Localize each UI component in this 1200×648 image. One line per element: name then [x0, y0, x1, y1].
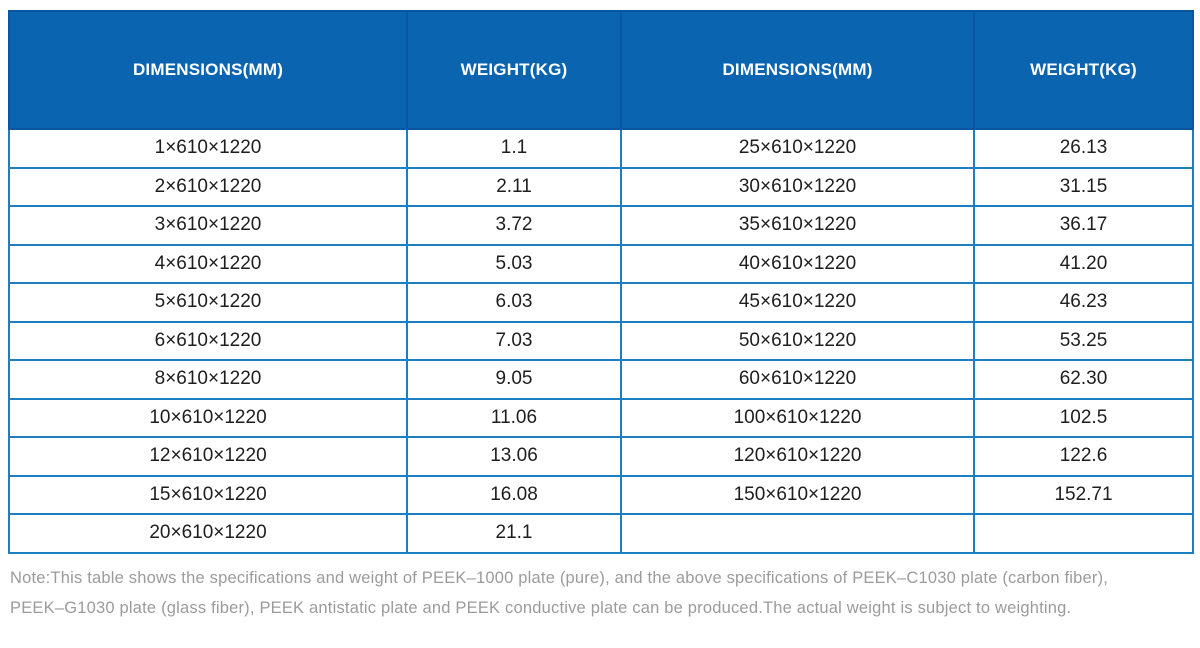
weight-cell: 11.06: [406, 397, 622, 438]
weight-cell: 31.15: [973, 166, 1194, 207]
table-row: 2×610×1220 2.11 30×610×1220 31.15: [8, 166, 1194, 207]
table-row: 20×610×1220 21.1: [8, 513, 1194, 554]
weight-cell: 13.06: [406, 436, 622, 477]
dimensions-cell: 45×610×1220: [620, 282, 975, 323]
weight-cell: 53.25: [973, 320, 1194, 361]
weight-cell: 102.5: [973, 397, 1194, 438]
column-header-weight-right: WEIGHT(KG): [973, 10, 1194, 130]
dimensions-cell: 50×610×1220: [620, 320, 975, 361]
weight-cell: 152.71: [973, 474, 1194, 515]
table-row: 15×610×1220 16.08 150×610×1220 152.71: [8, 474, 1194, 515]
table-body: 1×610×1220 1.1 25×610×1220 26.13 2×610×1220 2…: [8, 128, 1194, 554]
weight-cell: 1.1: [406, 128, 622, 169]
table-row: 6×610×1220 7.03 50×610×1220 53.25: [8, 320, 1194, 361]
weight-cell: 6.03: [406, 282, 622, 323]
note-text: Note:This table shows the specifications…: [8, 563, 1192, 623]
note-line-2: PEEK–G1030 plate (glass fiber), PEEK ant…: [10, 598, 1072, 617]
weight-cell: 41.20: [973, 243, 1194, 284]
weight-cell: 3.72: [406, 205, 622, 246]
weight-cell: 9.05: [406, 359, 622, 400]
table-row: 12×610×1220 13.06 120×610×1220 122.6: [8, 436, 1194, 477]
dimensions-cell: 15×610×1220: [8, 474, 408, 515]
weight-cell: 122.6: [973, 436, 1194, 477]
dimensions-cell: 100×610×1220: [620, 397, 975, 438]
dimensions-cell: 25×610×1220: [620, 128, 975, 169]
weight-cell: 5.03: [406, 243, 622, 284]
note-line-1: Note:This table shows the specifications…: [10, 568, 1109, 587]
weight-cell: 7.03: [406, 320, 622, 361]
column-header-dimensions-left: DIMENSIONS(MM): [8, 10, 408, 130]
dimensions-cell: 3×610×1220: [8, 205, 408, 246]
table-row: 1×610×1220 1.1 25×610×1220 26.13: [8, 128, 1194, 169]
dimensions-cell: 6×610×1220: [8, 320, 408, 361]
dimensions-cell: 40×610×1220: [620, 243, 975, 284]
dimensions-cell: 12×610×1220: [8, 436, 408, 477]
dimensions-cell: 20×610×1220: [8, 513, 408, 554]
weight-cell: 21.1: [406, 513, 622, 554]
weight-cell: 62.30: [973, 359, 1194, 400]
dimensions-cell: 150×610×1220: [620, 474, 975, 515]
dimensions-cell: 35×610×1220: [620, 205, 975, 246]
weight-cell: 26.13: [973, 128, 1194, 169]
column-header-dimensions-right: DIMENSIONS(MM): [620, 10, 975, 130]
dimensions-cell: 10×610×1220: [8, 397, 408, 438]
weight-cell: 16.08: [406, 474, 622, 515]
table-row: 3×610×1220 3.72 35×610×1220 36.17: [8, 205, 1194, 246]
dimensions-cell: 5×610×1220: [8, 282, 408, 323]
table-row: 4×610×1220 5.03 40×610×1220 41.20: [8, 243, 1194, 284]
weight-cell: 36.17: [973, 205, 1194, 246]
dimensions-cell: 2×610×1220: [8, 166, 408, 207]
weight-cell: [973, 513, 1194, 554]
table-row: 10×610×1220 11.06 100×610×1220 102.5: [8, 397, 1194, 438]
table-row: 5×610×1220 6.03 45×610×1220 46.23: [8, 282, 1194, 323]
header-row: DIMENSIONS(MM) WEIGHT(KG) DIMENSIONS(MM)…: [8, 10, 1194, 130]
spec-table: DIMENSIONS(MM) WEIGHT(KG) DIMENSIONS(MM)…: [8, 10, 1194, 554]
dimensions-cell: 60×610×1220: [620, 359, 975, 400]
dimensions-cell: 120×610×1220: [620, 436, 975, 477]
weight-cell: 46.23: [973, 282, 1194, 323]
dimensions-cell: 30×610×1220: [620, 166, 975, 207]
dimensions-cell: [620, 513, 975, 554]
column-header-weight-left: WEIGHT(KG): [406, 10, 622, 130]
table-row: 8×610×1220 9.05 60×610×1220 62.30: [8, 359, 1194, 400]
dimensions-cell: 1×610×1220: [8, 128, 408, 169]
dimensions-cell: 8×610×1220: [8, 359, 408, 400]
weight-cell: 2.11: [406, 166, 622, 207]
dimensions-cell: 4×610×1220: [8, 243, 408, 284]
